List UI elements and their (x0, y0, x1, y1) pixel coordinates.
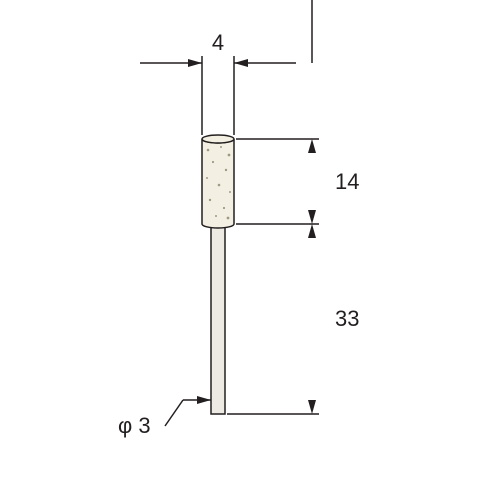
dim-head-height: 14 (335, 169, 359, 194)
shank (211, 224, 225, 414)
dim-head-width: 4 (212, 30, 224, 55)
dim-shank-height: 33 (335, 306, 359, 331)
grinding-head (202, 139, 234, 228)
dim-shank-diameter: φ 3 (118, 413, 151, 438)
dimension-drawing: 4 14 33 φ 3 (0, 0, 500, 500)
